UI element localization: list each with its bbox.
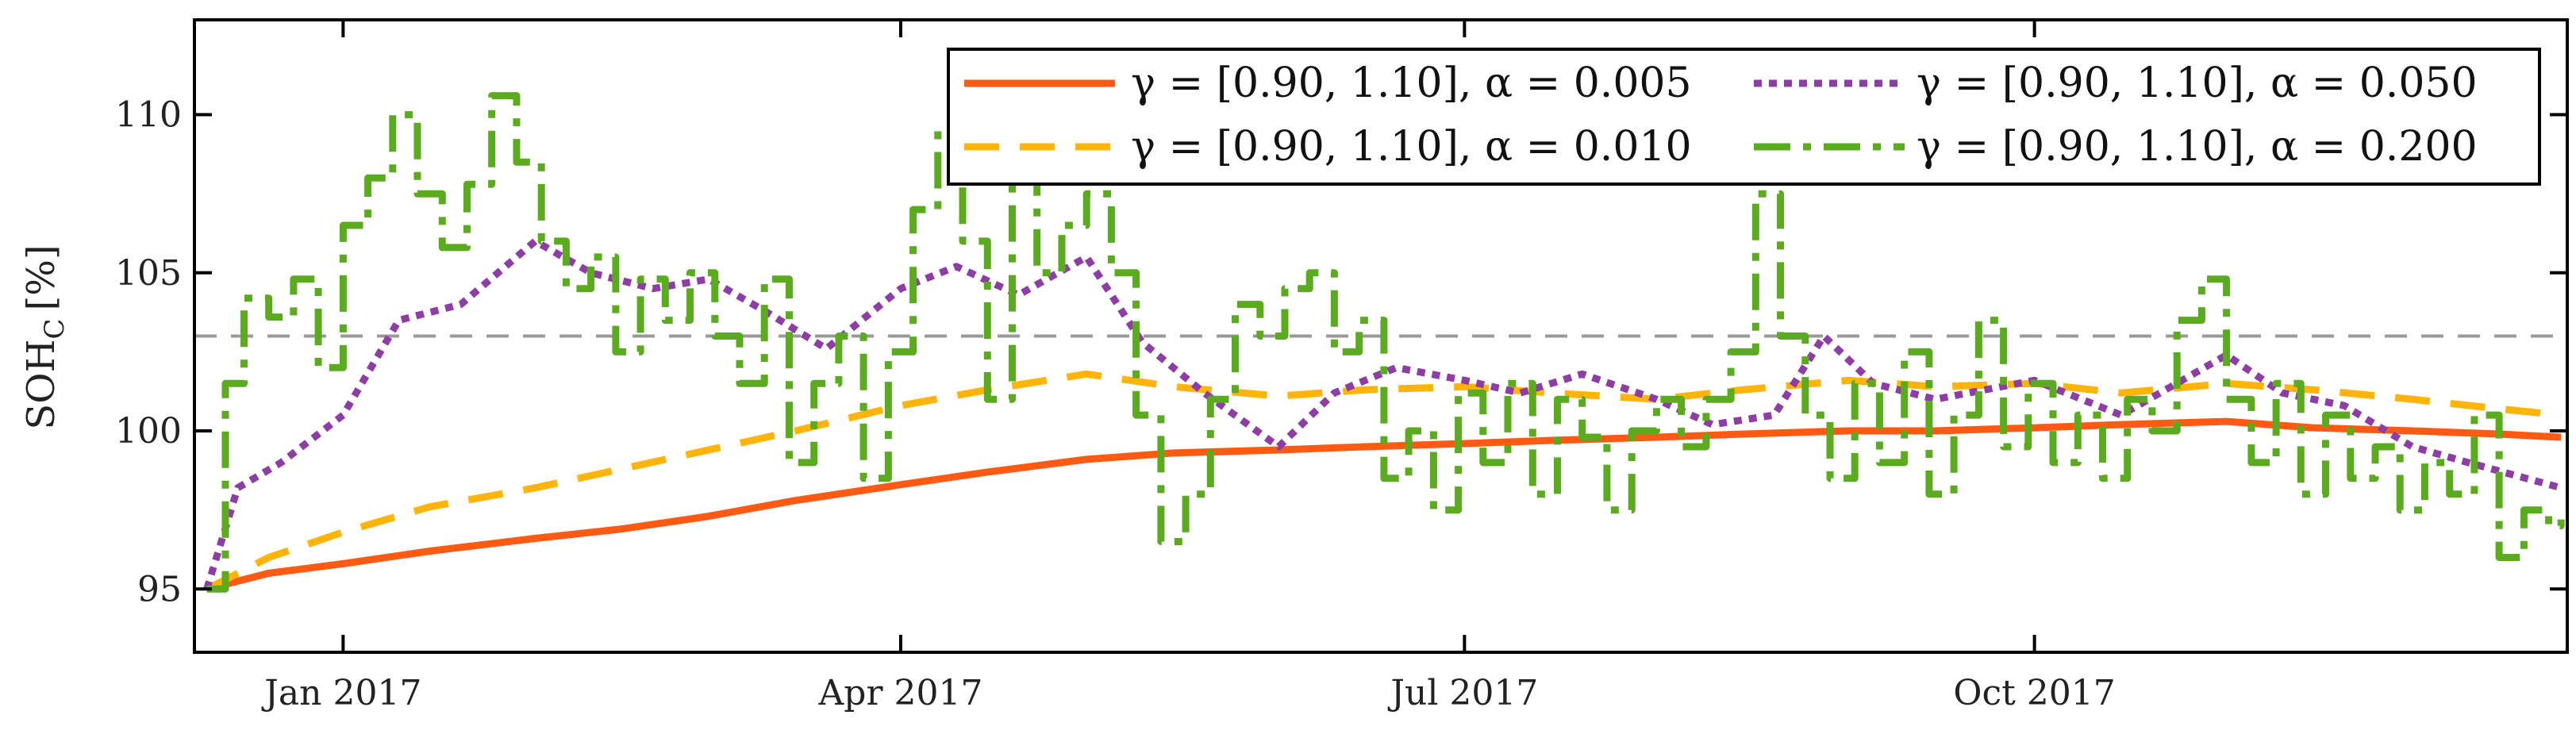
x-tick-label: Jul 2017	[1387, 673, 1538, 713]
legend-label-0: γ = [0.90, 1.10], α = 0.005	[1131, 60, 1692, 107]
series-line-0	[206, 417, 2562, 593]
x-tick-label: Jan 2017	[261, 673, 421, 713]
y-tick-label: 100	[115, 411, 182, 452]
plot-frame	[193, 18, 2569, 654]
legend: γ = [0.90, 1.10], α = 0.005 γ = [0.90, 1.…	[947, 48, 2541, 186]
y-axis-label-sub: C	[39, 318, 71, 339]
x-ticks: Jan 2017 Apr 2017 Jul 2017 Oct 2017	[261, 20, 2116, 713]
series-layer	[203, 92, 2565, 593]
y-axis-label-unit: [%]	[19, 244, 63, 310]
y-axis-label: SOHC [%]	[19, 244, 71, 429]
legend-box	[947, 48, 2541, 186]
legend-label-2: γ = [0.90, 1.10], α = 0.050	[1917, 60, 2478, 107]
y-tick-label: 105	[115, 253, 182, 294]
series-line-3	[206, 92, 2565, 593]
series-line-2	[203, 237, 2563, 590]
y-tick-label: 110	[115, 95, 182, 136]
series-line-1	[205, 370, 2562, 593]
y-ticks: 95 100 105 110	[115, 95, 2567, 609]
legend-label-3: γ = [0.90, 1.10], α = 0.200	[1917, 123, 2478, 171]
legend-label-1: γ = [0.90, 1.10], α = 0.010	[1131, 123, 1692, 171]
y-axis-label-main: SOH	[19, 339, 63, 429]
y-tick-label: 95	[137, 569, 182, 609]
x-tick-label: Apr 2017	[818, 673, 983, 713]
x-tick-label: Oct 2017	[1953, 673, 2115, 713]
